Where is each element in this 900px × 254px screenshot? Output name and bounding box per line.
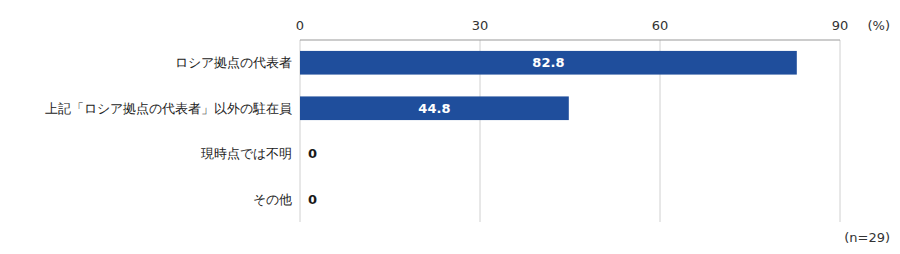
bar xyxy=(300,142,301,166)
x-axis-line xyxy=(300,40,840,41)
x-ticks: 0 30 60 90 xyxy=(296,18,848,33)
category-label: 上記「ロシア拠点の代表者」以外の駐在員 xyxy=(45,101,292,116)
tick-label: 30 xyxy=(472,18,489,33)
axis-unit-label: (%) xyxy=(868,18,891,33)
data-labels: 0 0 44.8 82.8 xyxy=(308,55,564,207)
chart-svg: 0 30 60 90 0 0 44.8 82.8 その他 現時点では不明 上記「ロシア拠点の代表者」… xyxy=(0,0,900,254)
category-label: ロシア拠点の代表者 xyxy=(175,55,292,70)
page: {"chart_data": {"type": "bar", "orientat… xyxy=(0,0,900,254)
bar xyxy=(300,187,301,211)
tick-label: 0 xyxy=(296,18,304,33)
data-label: 0 xyxy=(308,192,317,207)
annotation: (n=29) xyxy=(844,230,890,245)
tick-label: 90 xyxy=(832,18,849,33)
bar xyxy=(300,96,569,120)
grid xyxy=(300,40,840,222)
bar xyxy=(300,51,797,75)
tick-label: 60 xyxy=(652,18,669,33)
category-label: 現時点では不明 xyxy=(201,146,292,161)
data-label: 0 xyxy=(308,146,317,161)
bars xyxy=(300,51,797,120)
grid-line xyxy=(840,40,841,222)
chart-container: 0 30 60 90 0 0 44.8 82.8 その他 現時点では不明 上記「ロシア拠点の代表者」… xyxy=(0,0,900,254)
data-label: 44.8 xyxy=(418,101,450,116)
y-labels: その他 現時点では不明 上記「ロシア拠点の代表者」以外の駐在員 ロシア拠点の代表者 xyxy=(45,55,292,207)
category-label: その他 xyxy=(253,192,292,207)
data-label: 82.8 xyxy=(532,55,564,70)
